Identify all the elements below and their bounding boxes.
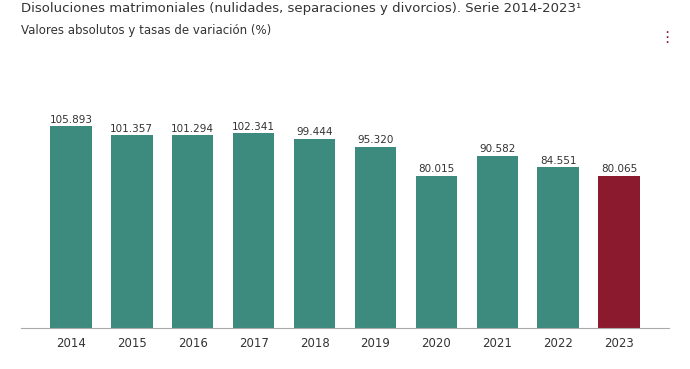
Bar bbox=[355, 146, 396, 328]
Text: 102.341: 102.341 bbox=[232, 122, 275, 132]
Text: 101.294: 101.294 bbox=[171, 124, 214, 134]
Text: ⋮: ⋮ bbox=[660, 30, 675, 45]
Bar bbox=[111, 135, 152, 328]
Bar bbox=[50, 127, 92, 328]
Bar bbox=[233, 133, 275, 328]
Bar bbox=[415, 176, 457, 328]
Bar bbox=[172, 135, 213, 328]
Text: 84.551: 84.551 bbox=[540, 156, 576, 166]
Bar bbox=[598, 176, 640, 328]
Bar bbox=[294, 139, 335, 328]
Text: 101.357: 101.357 bbox=[110, 124, 153, 134]
Text: 99.444: 99.444 bbox=[296, 127, 333, 137]
Text: 95.320: 95.320 bbox=[357, 135, 393, 145]
Text: Valores absolutos y tasas de variación (%): Valores absolutos y tasas de variación (… bbox=[21, 24, 271, 37]
Bar bbox=[538, 167, 579, 328]
Text: 105.893: 105.893 bbox=[50, 115, 92, 125]
Text: 80.065: 80.065 bbox=[601, 164, 638, 174]
Text: Disoluciones matrimoniales (nulidades, separaciones y divorcios). Serie 2014-202: Disoluciones matrimoniales (nulidades, s… bbox=[21, 2, 581, 15]
Bar bbox=[477, 156, 518, 328]
Text: 90.582: 90.582 bbox=[479, 144, 515, 154]
Text: 80.015: 80.015 bbox=[418, 164, 455, 174]
